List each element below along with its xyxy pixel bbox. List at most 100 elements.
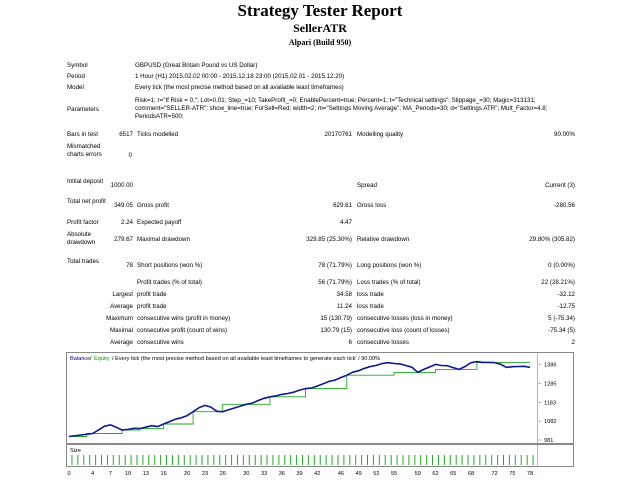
trades-label: Total trades [67, 258, 99, 265]
symbol-label: Symbol [67, 62, 88, 69]
y-tick-label: 1183 [544, 400, 556, 406]
profit-trades-value: 56 (71.79%) [318, 279, 352, 286]
long-label: Long positions (won %) [357, 262, 422, 269]
x-tick-label: 13 [143, 471, 149, 477]
report-title: Strategy Tester Report [237, 1, 403, 20]
legend-equity: Equity [94, 356, 110, 362]
maximal-loss-label: consecutive loss (count of losses) [357, 327, 450, 334]
maximal-profit-label: consecutive profit (count of wins) [137, 327, 228, 334]
x-tick-label: 62 [432, 471, 438, 477]
x-tick-label: 20 [184, 471, 190, 477]
period-label: Period [67, 73, 85, 80]
average-consec-label: Average [110, 339, 133, 346]
parameters-label: Parameters [67, 106, 99, 113]
trades-value: 78 [126, 262, 133, 269]
deposit-value: 1000.00 [110, 182, 133, 189]
period-value: 1 Hour (H1) 2015.02.02 00:00 - 2015.12.1… [135, 73, 345, 80]
short-label: Short positions (won %) [137, 262, 203, 269]
average-label: Average [110, 303, 133, 310]
max-wins-label: consecutive wins (profit in money) [137, 315, 231, 322]
y-tick-label: 1386 [544, 363, 556, 369]
balance-equity-chart: Balance / Equity / Every tick (the most … [66, 352, 574, 444]
avg-wins-label: consecutive wins [137, 339, 184, 346]
bars-label: Bars in test [67, 131, 98, 138]
bars-value: 6517 [119, 131, 133, 138]
average-loss-label: loss trade [357, 303, 384, 310]
expected-payoff-label: Expected payoff [137, 219, 182, 226]
absdd-label: Absolute drawdown [67, 231, 96, 246]
largest-profit-label: profit trade [137, 291, 167, 298]
maximal-loss-value: -75.34 (5) [548, 327, 575, 334]
largest-loss-label: loss trade [357, 291, 384, 298]
grossprofit-value: 629.61 [333, 202, 352, 209]
x-tick-label: 30 [243, 471, 249, 477]
max-losses-label: consecutive losses (loss in money) [357, 315, 453, 322]
x-tick-label: 23 [202, 471, 208, 477]
reldd-value: 29.80% (305.82) [529, 236, 575, 243]
x-tick-label: 26 [220, 471, 226, 477]
x-tick-label: 36 [279, 471, 285, 477]
maximal-label: Maximal [109, 327, 133, 334]
x-tick-label: 33 [261, 471, 267, 477]
avg-losses-value: 2 [571, 339, 575, 346]
parameters-value: Risk=1; r="If Risk = 0,"; Lot=0.01; Step… [135, 97, 548, 120]
x-tick-label: 78 [527, 471, 533, 477]
y-tick-label: 1082 [544, 419, 556, 425]
x-tick-label: 72 [492, 471, 498, 477]
largest-profit-value: 34.58 [336, 291, 352, 298]
long-value: 0 (0.00%) [548, 262, 575, 269]
x-tick-label: 39 [296, 471, 302, 477]
mismatch-value: 0 [128, 152, 132, 159]
short-value: 78 (71.79%) [318, 262, 352, 269]
profit-trades-label: Profit trades (% of total) [137, 279, 202, 286]
x-tick-label: 68 [468, 471, 474, 477]
average-loss-value: -12.75 [557, 303, 575, 310]
grossprofit-label: Gross profit [137, 202, 169, 209]
x-tick-label: 75 [509, 471, 515, 477]
chart-frame [66, 352, 574, 444]
largest-label: Largest [112, 291, 133, 298]
maxdd-value: 329.85 (25.30%) [306, 236, 352, 243]
reldd-label: Relative drawdown [357, 236, 410, 243]
balance-line [68, 360, 531, 438]
legend-rest: / Every tick (the most precise method ba… [112, 356, 380, 362]
x-tick-label: 10 [125, 471, 131, 477]
x-tick-label: 59 [415, 471, 421, 477]
size-chart: Size 0 4 7 10 13 16 20 23 26 30 33 36 39 42 46 49 52 55 59… [66, 444, 574, 477]
broker-build: Alpari (Build 950) [288, 38, 352, 47]
x-tick-label: 49 [356, 471, 362, 477]
average-profit-label: profit trade [137, 303, 167, 310]
spread-value: Current (3) [545, 182, 575, 189]
maxdd-label: Maximal drawdown [137, 236, 190, 243]
max-wins-value: 15 (130.79) [320, 315, 352, 322]
absdd-value: 279.67 [114, 236, 133, 243]
quality-value: 90.00% [554, 131, 575, 138]
deposit-label: Initial deposit [67, 178, 104, 185]
quality-label: Modelling quality [357, 131, 404, 138]
x-tick-label: 42 [314, 471, 320, 477]
x-tick-label: 4 [91, 471, 94, 477]
loss-trades-label: Loss trades (% of total) [357, 279, 421, 286]
x-tick-label: 55 [391, 471, 397, 477]
y-tick-label: 981 [544, 438, 553, 444]
ea-name: SellerATR [293, 21, 347, 35]
maximum-label: Maximum [106, 315, 133, 322]
grossloss-value: -280.56 [554, 202, 575, 209]
ticks-label: Ticks modelled [137, 131, 179, 138]
model-label: Model [67, 84, 84, 91]
symbol-value: GBPUSD (Great Britain Pound vs US Dollar… [135, 62, 258, 69]
legend-separator: / [90, 356, 92, 362]
x-tick-label: 65 [450, 471, 456, 477]
size-label: Size [70, 448, 81, 454]
profit-factor-value: 2.24 [120, 219, 133, 226]
legend-balance: Balance [70, 356, 90, 362]
grossloss-label: Gross loss [357, 202, 387, 209]
y-tick-label: 1285 [544, 381, 556, 387]
avg-wins-value: 6 [348, 339, 352, 346]
x-tick-label: 52 [373, 471, 379, 477]
x-tick-label: 7 [109, 471, 112, 477]
average-profit-value: 11.24 [336, 303, 352, 310]
x-tick-label: 0 [67, 471, 70, 477]
profit-factor-label: Profit factor [67, 219, 99, 226]
netprofit-value: 349.05 [114, 202, 133, 209]
